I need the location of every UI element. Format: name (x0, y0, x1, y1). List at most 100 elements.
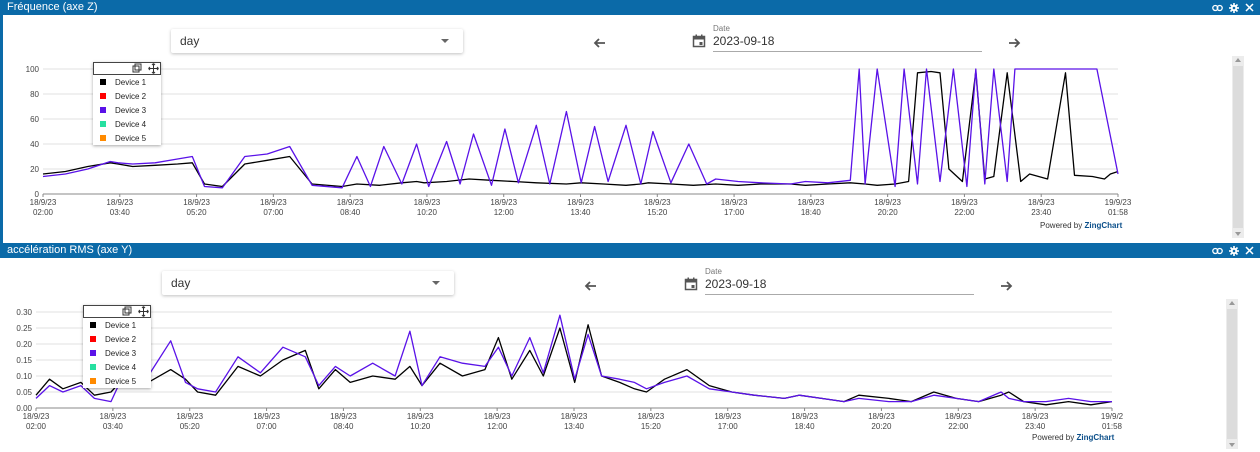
x-tick-label: 07:00 (257, 422, 278, 431)
x-tick-label: 15:20 (641, 422, 662, 431)
chart-legend[interactable]: Device 1 Device 2 Device 3 Device 4 Devi… (83, 305, 151, 388)
close-icon[interactable] (1245, 3, 1254, 12)
x-tick-label: 18/9/23 (561, 412, 588, 421)
x-tick-label: 18/9/23 (330, 412, 357, 421)
period-select-value: day (180, 34, 200, 48)
x-tick-label: 12:00 (487, 422, 508, 431)
x-tick-label: 18/9/23 (644, 198, 671, 207)
panel-titlebar: accélération RMS (axe Y) (0, 243, 1260, 258)
x-tick-label: 18/9/23 (721, 198, 748, 207)
x-tick-label: 02:00 (33, 208, 54, 217)
scrollbar-thumb[interactable] (1233, 66, 1243, 228)
legend-item[interactable]: Device 3 (83, 346, 151, 360)
x-tick-label: 23:40 (1031, 208, 1052, 217)
x-tick-label: 10:20 (410, 422, 431, 431)
x-tick-label: 18/9/23 (23, 412, 50, 421)
x-tick-label: 18/9/23 (30, 198, 57, 207)
x-tick-label: 18/9/23 (414, 198, 441, 207)
close-icon[interactable] (1245, 246, 1254, 255)
x-tick-label: 18/9/23 (100, 412, 127, 421)
legend-item[interactable]: Device 2 (93, 89, 161, 103)
period-select[interactable]: day (171, 29, 463, 53)
x-tick-label: 18/9/23 (176, 412, 203, 421)
x-tick-label: 18/9/23 (1022, 412, 1049, 421)
panel-title: accélération RMS (axe Y) (7, 244, 133, 256)
move-icon[interactable] (148, 63, 159, 76)
x-tick-label: 22:00 (948, 422, 969, 431)
x-tick-label: 03:40 (110, 208, 131, 217)
y-tick-label: 0.15 (16, 356, 32, 365)
legend-header[interactable] (93, 62, 161, 75)
move-icon[interactable] (138, 306, 149, 319)
gear-icon[interactable] (1229, 245, 1239, 256)
x-tick-label: 18/9/23 (1028, 198, 1055, 207)
legend-item[interactable]: Device 1 (83, 318, 151, 332)
legend-item[interactable]: Device 4 (83, 360, 151, 374)
y-tick-label: 0.30 (16, 308, 32, 317)
legend-item[interactable]: Device 2 (83, 332, 151, 346)
chart-legend[interactable]: Device 1 Device 2 Device 3 Device 4 Devi… (93, 62, 161, 145)
restore-icon[interactable] (122, 306, 132, 318)
x-tick-label: 18/9/23 (253, 412, 280, 421)
x-tick-label: 18/9/23 (407, 412, 434, 421)
y-tick-label: 80 (30, 90, 39, 99)
date-field-label: Date (705, 267, 722, 276)
y-tick-label: 0.20 (16, 340, 32, 349)
legend-header[interactable] (83, 305, 151, 318)
x-tick-label: 18/9/23 (183, 198, 210, 207)
date-field[interactable]: Date 2023-09-18 (684, 267, 974, 295)
y-tick-label: 40 (30, 140, 39, 149)
chevron-down-icon (441, 39, 449, 43)
y-tick-label: 100 (26, 65, 40, 74)
calendar-icon[interactable] (692, 34, 706, 53)
period-select-value: day (171, 276, 191, 290)
link-icon[interactable] (1212, 4, 1223, 12)
x-tick-label: 18/9/23 (951, 198, 978, 207)
powered-by[interactable]: Powered by ZingChart (1032, 433, 1115, 442)
arrow-left-icon[interactable] (592, 35, 608, 51)
legend-item[interactable]: Device 5 (83, 374, 151, 388)
y-tick-label: 20 (30, 165, 39, 174)
date-field[interactable]: Date 2023-09-18 (692, 24, 982, 52)
gear-icon[interactable] (1229, 2, 1239, 13)
legend-item[interactable]: Device 3 (93, 103, 161, 117)
y-tick-label: 0.05 (16, 388, 32, 397)
link-icon[interactable] (1212, 247, 1223, 255)
x-tick-label: 03:40 (103, 422, 124, 431)
period-select[interactable]: day (162, 271, 454, 295)
x-tick-label: 20:20 (871, 422, 892, 431)
panel-border (0, 15, 3, 243)
x-tick-label: 17:00 (724, 208, 745, 217)
x-tick-label: 18:40 (801, 208, 822, 217)
legend-item[interactable]: Device 5 (93, 131, 161, 145)
arrow-right-icon[interactable] (1006, 35, 1022, 51)
scrollbar[interactable] (1226, 299, 1238, 449)
restore-icon[interactable] (132, 63, 142, 75)
powered-by[interactable]: Powered by ZingChart (1040, 221, 1123, 230)
scrollbar-thumb[interactable] (1227, 309, 1237, 439)
x-tick-label: 13:40 (570, 208, 591, 217)
scrollbar[interactable] (1232, 56, 1244, 238)
x-tick-label: 05:20 (187, 208, 208, 217)
x-tick-label: 18/9/23 (791, 412, 818, 421)
date-field-label: Date (713, 24, 730, 33)
calendar-icon[interactable] (684, 277, 698, 296)
arrow-left-icon[interactable] (583, 278, 599, 294)
x-tick-label: 01:58 (1102, 422, 1123, 431)
arrow-right-icon[interactable] (998, 278, 1014, 294)
date-field-value: 2023-09-18 (713, 34, 775, 48)
x-tick-label: 18/9/23 (490, 198, 517, 207)
x-tick-label: 18/9/23 (106, 198, 133, 207)
series-line-device-3 (35, 314, 1112, 403)
y-tick-label: 0 (35, 190, 40, 199)
x-tick-label: 22:00 (954, 208, 975, 217)
line-chart[interactable]: 0.000.050.100.150.200.250.3018/9/2302:00… (0, 243, 1225, 452)
line-chart[interactable]: 02040608010018/9/2302:0018/9/2303:4018/9… (0, 0, 1225, 243)
y-tick-label: 0.10 (16, 372, 32, 381)
x-tick-label: 01:58 (1108, 208, 1129, 217)
legend-item[interactable]: Device 4 (93, 117, 161, 131)
legend-item[interactable]: Device 1 (93, 75, 161, 89)
series-line-device-1 (42, 70, 1119, 188)
x-tick-label: 12:00 (494, 208, 515, 217)
